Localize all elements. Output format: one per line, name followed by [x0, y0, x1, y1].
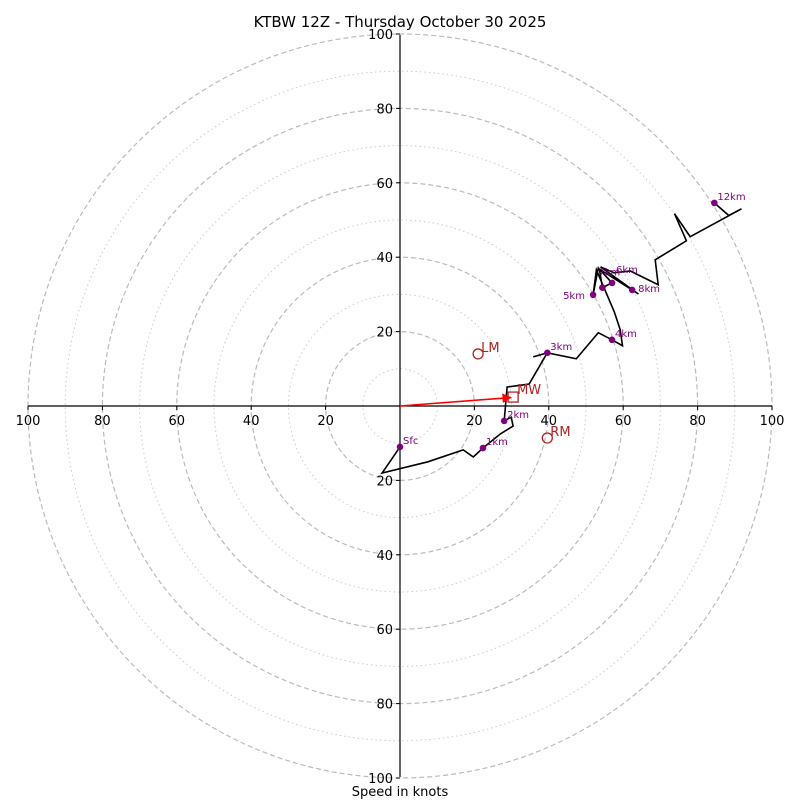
height-marker-label: 12km — [717, 192, 745, 203]
tick-labels: 100 80 60 40 20 20 40 60 80 100 100 80 60 40 20 20 40 60 8… — [16, 28, 785, 787]
y-tick-label: 40 — [376, 549, 393, 564]
y-tick-label: 60 — [376, 623, 393, 638]
x-tick-label: 100 — [760, 414, 785, 429]
mean-wind-label: MW — [517, 383, 541, 398]
height-marker-label: 7km — [598, 268, 620, 279]
height-marker-label: 1km — [486, 437, 508, 448]
y-tick-label: 40 — [376, 251, 393, 266]
right-mover-label: RM — [550, 425, 570, 440]
height-marker-dot — [599, 284, 606, 292]
height-marker-dot — [711, 199, 718, 207]
y-tick-label: 60 — [376, 177, 393, 192]
mean-wind-marker — [507, 391, 519, 403]
left-mover-label: LM — [481, 341, 499, 356]
height-marker-dot — [608, 336, 616, 344]
height-marker-label: 6km — [616, 265, 638, 276]
x-tick-label: 80 — [689, 414, 706, 429]
height-marker-label: 4km — [615, 329, 637, 340]
hodograph-trace — [380, 202, 742, 475]
x-tick-label: 60 — [615, 414, 632, 429]
height-marker-label: 5km — [563, 291, 585, 302]
left-mover-marker — [472, 348, 484, 360]
height-marker-dot — [628, 286, 636, 294]
height-marker-dot — [608, 279, 616, 287]
height-marker-dot — [589, 291, 597, 299]
height-marker-dot — [500, 417, 508, 425]
hodograph-trace-group — [380, 202, 742, 475]
right-mover-marker — [541, 432, 553, 444]
x-tick-label: 60 — [169, 414, 186, 429]
height-marker-label: Sfc — [403, 436, 418, 447]
y-tick-label: 20 — [376, 326, 393, 341]
height-marker-label: 3km — [550, 342, 572, 353]
height-marker-label: 8km — [638, 284, 660, 295]
y-tick-label: 100 — [368, 28, 393, 43]
y-tick-label: 80 — [376, 102, 393, 117]
x-axis-label: Speed in knots — [352, 785, 449, 800]
mean-wind-vector — [399, 393, 513, 407]
storm-motion-markers: MW LM RM — [399, 341, 571, 444]
chart-title: KTBW 12Z - Thursday October 30 2025 — [254, 13, 547, 31]
x-tick-label: 40 — [541, 414, 558, 429]
height-marker-dot — [479, 444, 487, 452]
x-tick-label: 40 — [243, 414, 260, 429]
x-tick-label: 100 — [16, 414, 41, 429]
height-marker-dot — [396, 443, 404, 451]
height-marker-label: 2km — [507, 410, 529, 421]
x-tick-label: 20 — [466, 414, 483, 429]
y-tick-label: 80 — [376, 698, 393, 713]
x-tick-label: 20 — [317, 414, 334, 429]
height-marker-dot — [544, 349, 551, 357]
x-tick-label: 80 — [94, 414, 111, 429]
y-tick-label: 100 — [368, 772, 393, 787]
y-tick-label: 20 — [376, 474, 393, 489]
